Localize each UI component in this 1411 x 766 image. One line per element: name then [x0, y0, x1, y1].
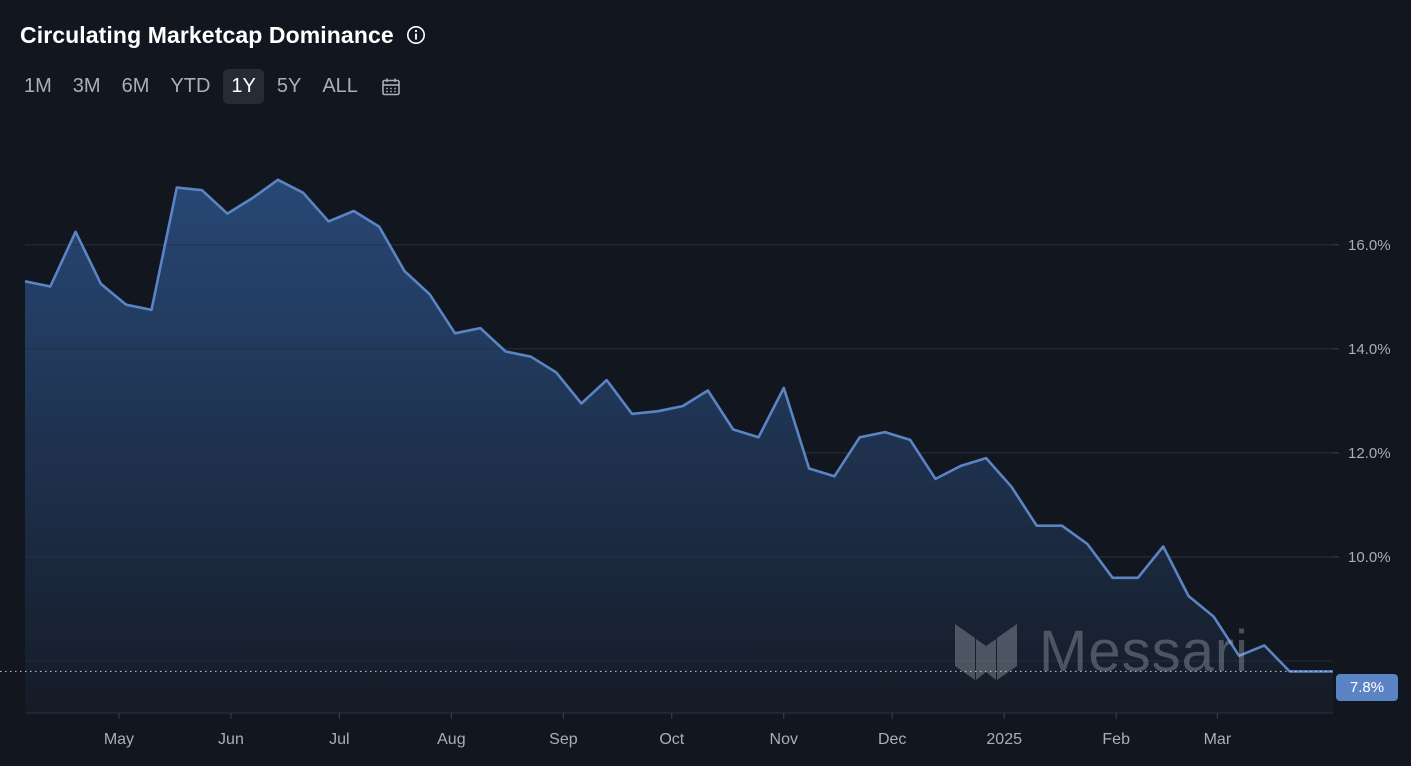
messari-logo-icon — [955, 623, 1017, 680]
x-tick-label: Jul — [329, 731, 349, 748]
x-tick-label: Nov — [770, 731, 798, 748]
x-tick-label: Mar — [1204, 731, 1232, 748]
range-button-3m[interactable]: 3M — [65, 69, 109, 104]
x-tick-label: Feb — [1102, 731, 1130, 748]
x-tick-label: Sep — [549, 731, 578, 748]
time-range-selector: 1M 3M 6M YTD 1Y 5Y ALL — [16, 69, 411, 104]
x-tick-label: 2025 — [986, 731, 1022, 748]
range-button-ytd[interactable]: YTD — [162, 69, 218, 104]
range-button-5y[interactable]: 5Y — [269, 69, 309, 104]
current-value-badge: 7.8% — [1336, 674, 1398, 701]
watermark-text: Messari — [1039, 619, 1250, 684]
series-line — [24, 178, 1333, 673]
x-tick-label: Oct — [659, 731, 684, 748]
x-tick-label: Dec — [878, 731, 906, 748]
x-tick-label: Aug — [437, 731, 465, 748]
range-button-1m[interactable]: 1M — [16, 69, 60, 104]
range-button-6m[interactable]: 6M — [114, 69, 158, 104]
y-tick-label: 16.0% — [1348, 237, 1391, 254]
x-tick-label: Jun — [218, 731, 244, 748]
x-tick-label: May — [104, 731, 134, 748]
header: Circulating Marketcap Dominance — [20, 18, 426, 52]
messari-watermark: Messari — [955, 618, 1249, 685]
calendar-icon — [382, 78, 400, 95]
range-button-all[interactable]: ALL — [314, 69, 366, 104]
area-fill — [25, 179, 1333, 714]
range-button-1y[interactable]: 1Y — [223, 69, 264, 104]
y-tick-label: 14.0% — [1348, 341, 1391, 358]
info-circle-icon[interactable] — [406, 25, 426, 45]
chart-title: Circulating Marketcap Dominance — [20, 21, 394, 48]
y-tick-label: 10.0% — [1348, 549, 1391, 566]
y-tick-label: 12.0% — [1348, 445, 1391, 462]
calendar-button[interactable] — [371, 71, 411, 103]
